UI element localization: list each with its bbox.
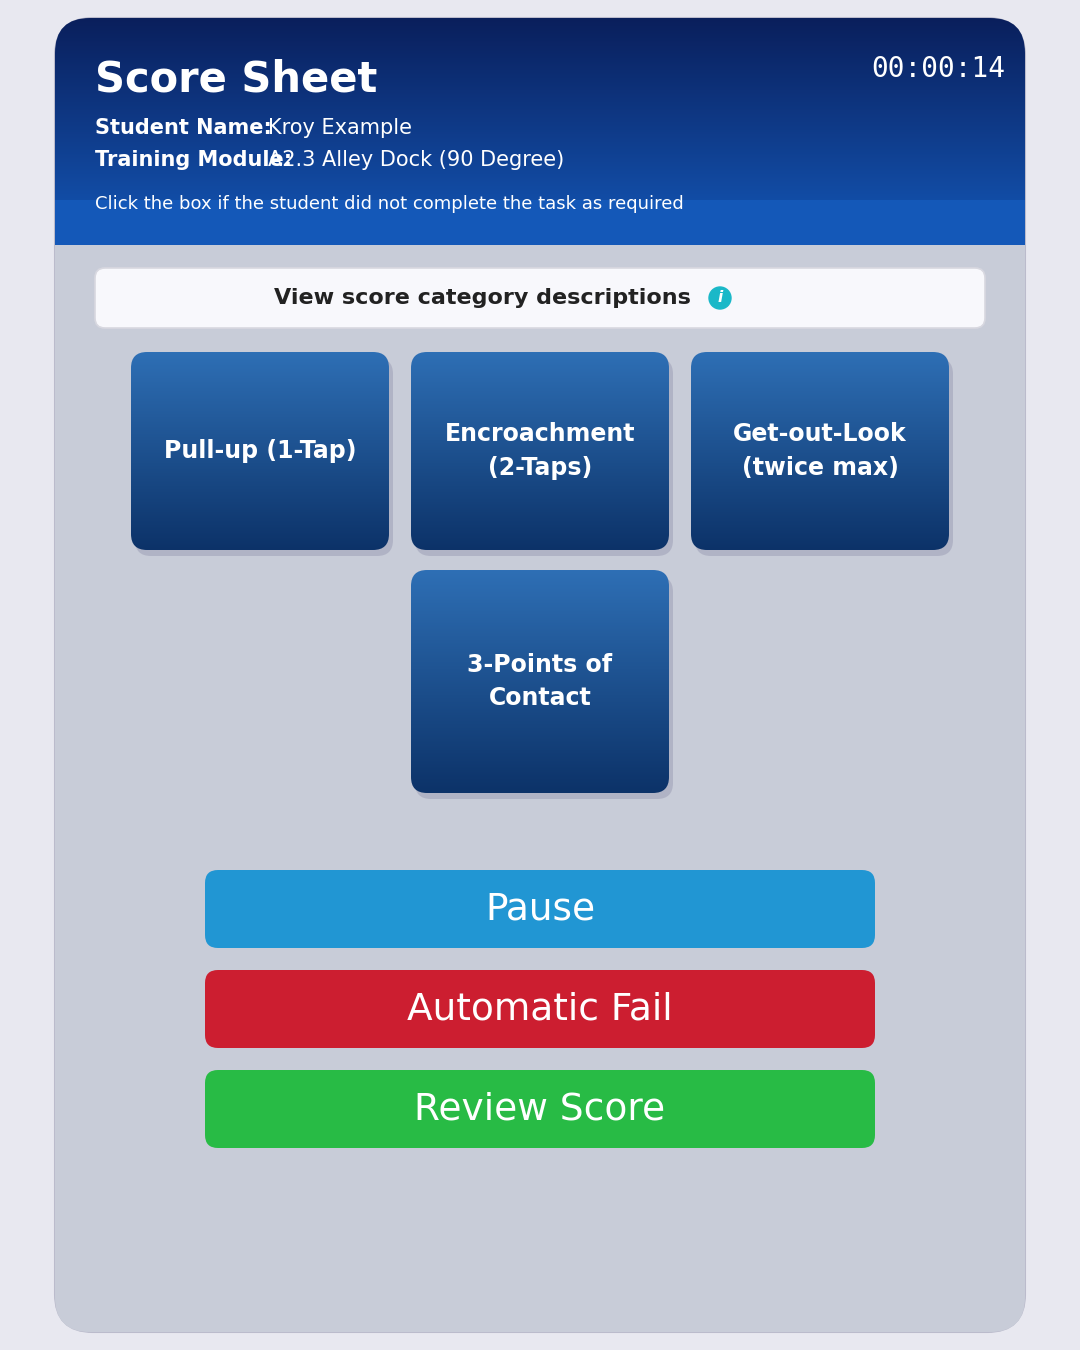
FancyBboxPatch shape [205, 1071, 875, 1147]
Text: Pause: Pause [485, 891, 595, 927]
FancyBboxPatch shape [415, 576, 673, 799]
Text: Score Sheet: Score Sheet [95, 58, 377, 100]
Text: A2.3 Alley Dock (90 Degree): A2.3 Alley Dock (90 Degree) [268, 150, 564, 170]
FancyBboxPatch shape [135, 358, 393, 556]
FancyBboxPatch shape [55, 18, 1025, 1332]
FancyBboxPatch shape [95, 269, 985, 328]
Text: 00:00:14: 00:00:14 [870, 55, 1005, 82]
FancyBboxPatch shape [415, 358, 673, 556]
FancyBboxPatch shape [205, 869, 875, 948]
Text: Click the box if the student did not complete the task as required: Click the box if the student did not com… [95, 194, 684, 213]
FancyBboxPatch shape [55, 240, 1025, 279]
Text: Get-out-Look
(twice max): Get-out-Look (twice max) [733, 423, 907, 479]
Text: View score category descriptions: View score category descriptions [274, 288, 706, 308]
Text: i: i [717, 290, 723, 305]
Text: Encroachment
(2-Taps): Encroachment (2-Taps) [445, 423, 635, 479]
Text: Automatic Fail: Automatic Fail [407, 991, 673, 1027]
Text: Review Score: Review Score [415, 1091, 665, 1127]
Text: Training Module:: Training Module: [95, 150, 292, 170]
FancyBboxPatch shape [55, 240, 1025, 1332]
Circle shape [708, 288, 731, 309]
Text: Pull-up (1-Tap): Pull-up (1-Tap) [164, 439, 356, 463]
Text: 3-Points of
Contact: 3-Points of Contact [468, 653, 612, 710]
FancyBboxPatch shape [696, 358, 953, 556]
FancyBboxPatch shape [205, 971, 875, 1048]
FancyBboxPatch shape [55, 200, 1025, 244]
Text: Student Name:: Student Name: [95, 117, 272, 138]
Text: Kroy Example: Kroy Example [268, 117, 411, 138]
